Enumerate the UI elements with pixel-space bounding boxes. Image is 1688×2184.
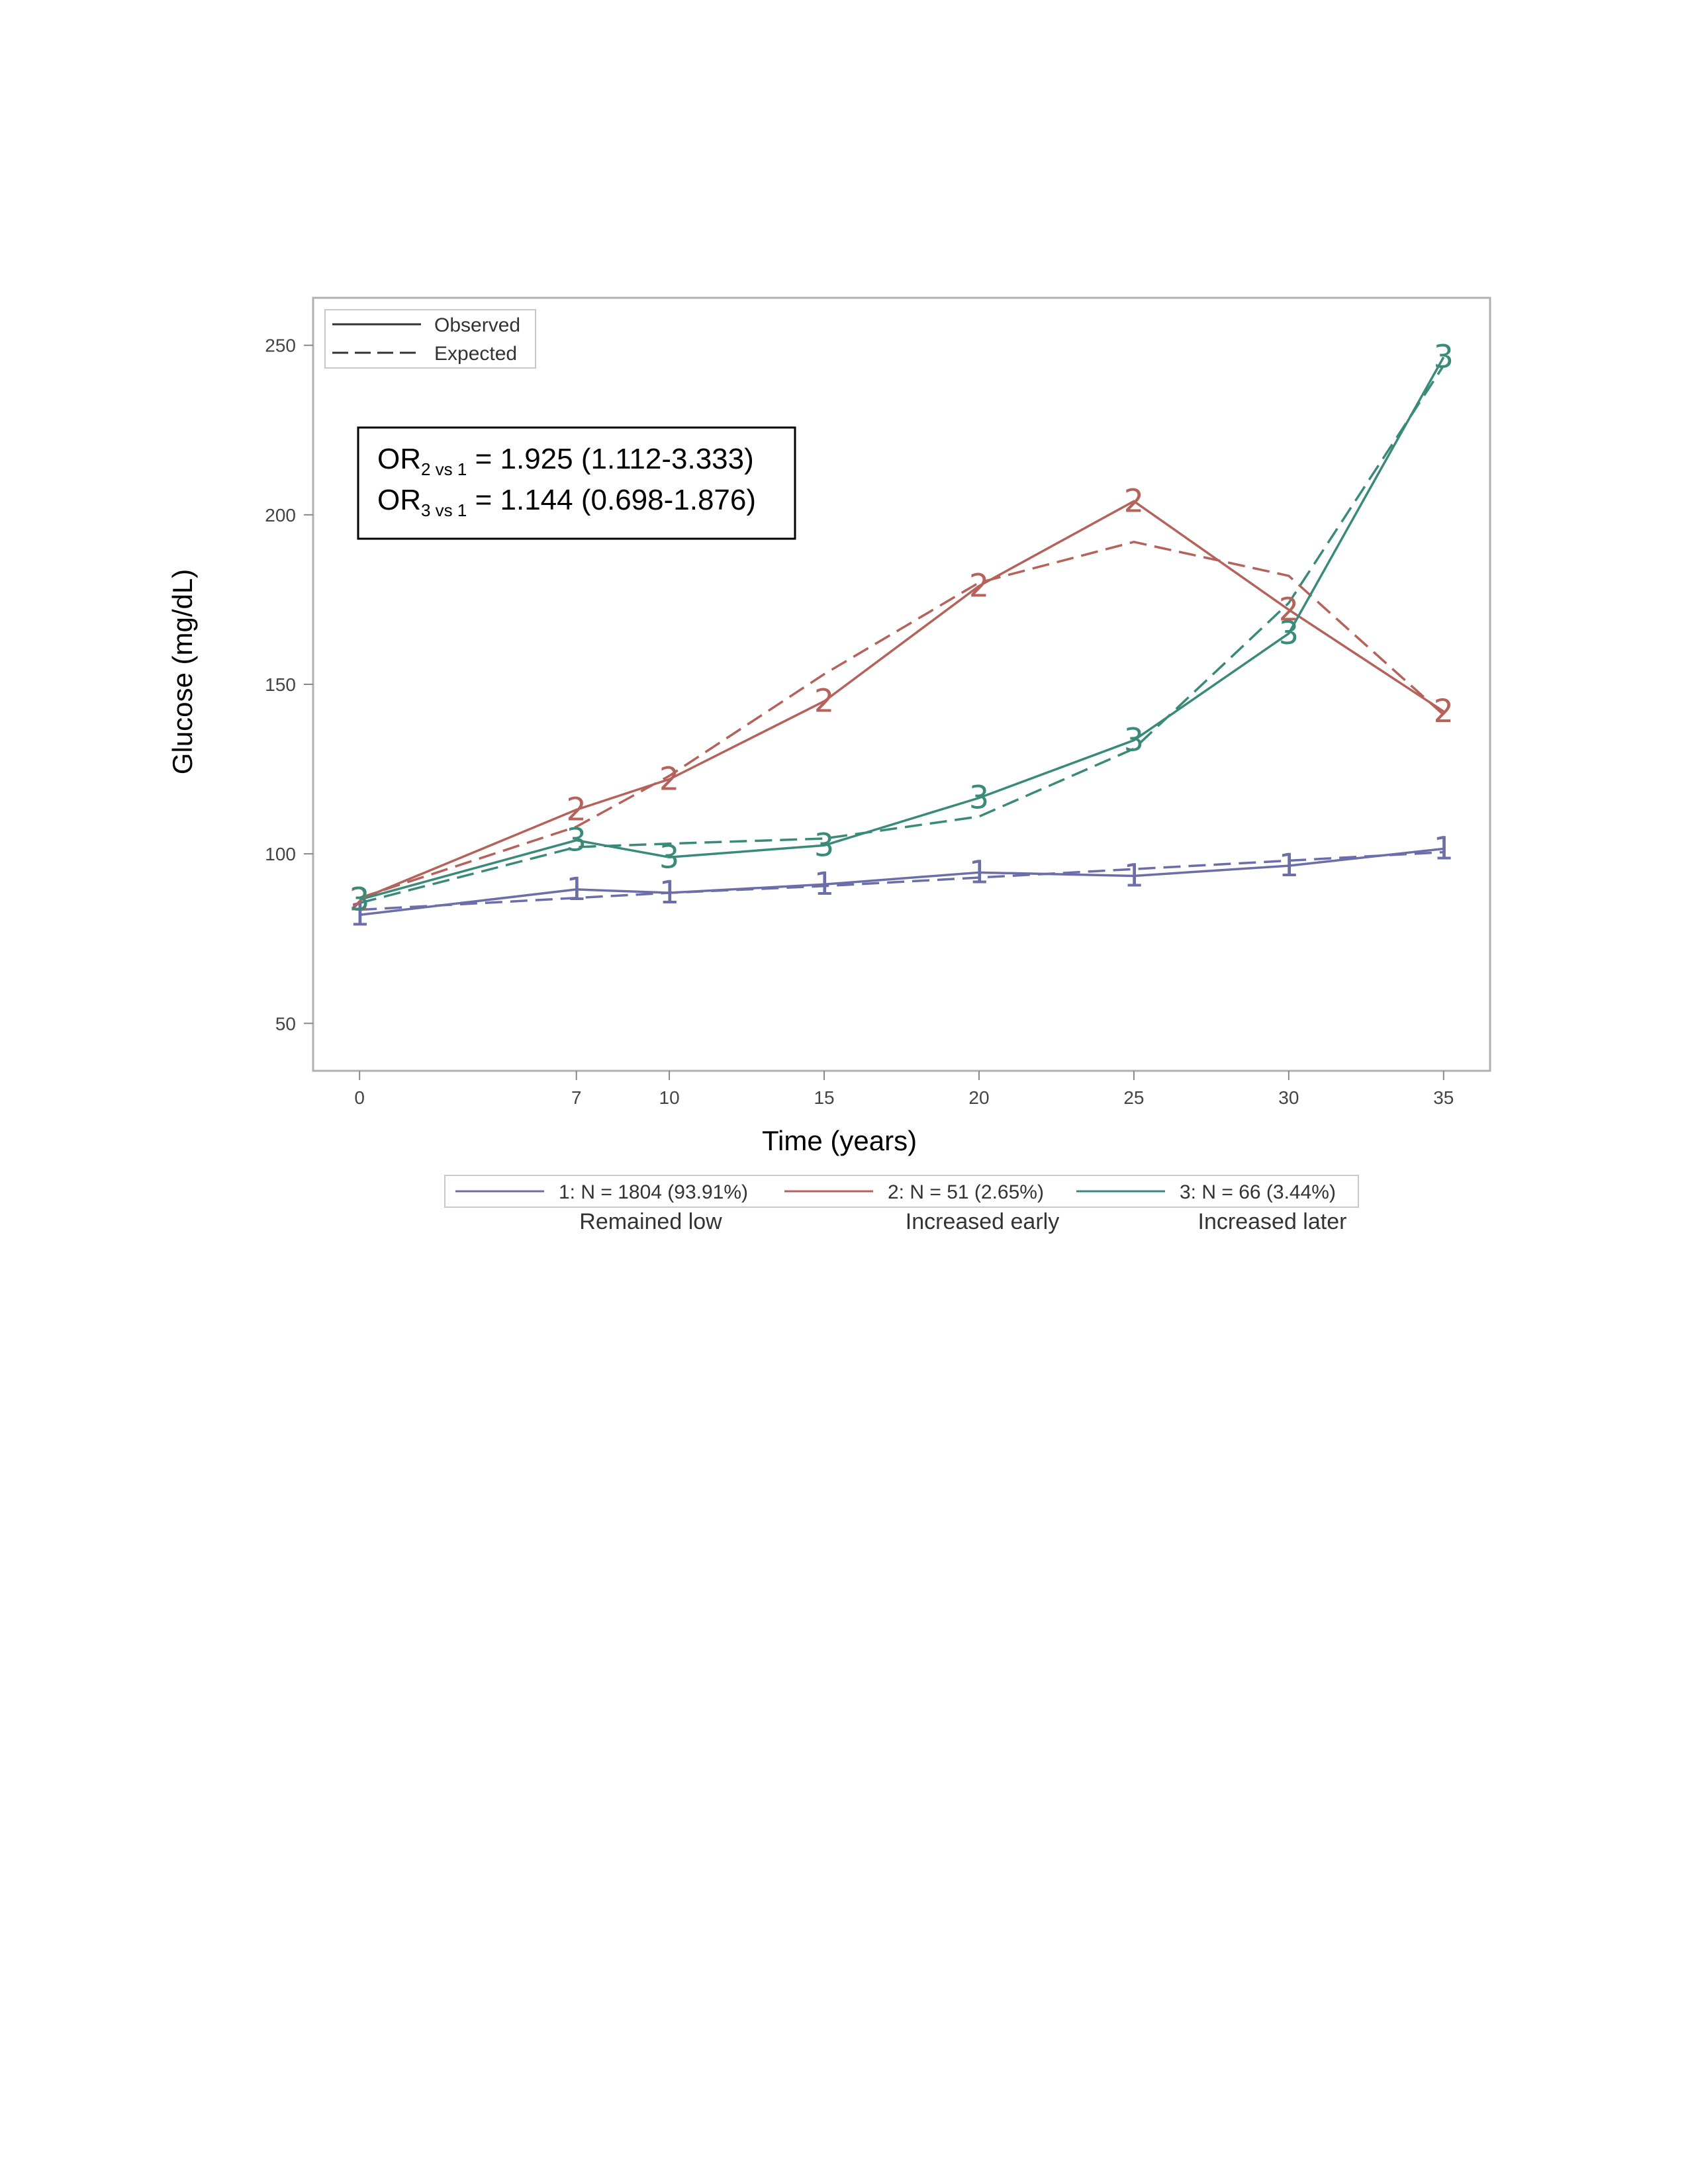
marker-group-2: 2 (814, 683, 835, 720)
marker-group-3: 3 (969, 780, 990, 817)
marker-group-2: 2 (350, 881, 370, 918)
marker-group-2: 2 (1279, 591, 1299, 628)
x-tick-label: 35 (1433, 1087, 1454, 1108)
expected-line-group-2 (359, 541, 1444, 899)
group-description-2: Increased early (906, 1209, 1059, 1234)
marker-group-1: 1 (969, 854, 990, 891)
marker-group-3: 3 (1279, 615, 1299, 652)
marker-group-3: 3 (350, 881, 370, 918)
style-legend-observed-label: Observed (434, 314, 520, 336)
y-tick-label: 250 (265, 336, 296, 356)
x-tick-label: 20 (968, 1087, 989, 1108)
or-subscript-2: 3 vs 1 (421, 500, 467, 520)
x-tick-label: 25 (1123, 1087, 1144, 1108)
marker-group-3: 3 (814, 827, 835, 864)
odds-ratio-3-vs-1: OR3 vs 1 = 1.144 (0.698-1.876) (377, 484, 756, 520)
odds-ratio-box (357, 426, 796, 540)
or-label-1: OR (377, 443, 421, 475)
marker-group-1: 1 (566, 871, 586, 908)
marker-group-1: 1 (1279, 847, 1299, 884)
marker-group-3: 3 (566, 822, 586, 859)
marker-group-3: 3 (1434, 339, 1454, 376)
group-legend: 1: N = 1804 (93.91%) 2: N = 51 (2.65%) 3… (444, 1175, 1359, 1208)
observed-line-group-2 (359, 500, 1444, 901)
group-legend-label-3: 3: N = 66 (3.44%) (1180, 1181, 1336, 1203)
observed-line-group-3 (359, 356, 1445, 901)
marker-group-2: 2 (1434, 693, 1454, 730)
y-tick-label: 50 (275, 1013, 296, 1034)
x-tick-label: 7 (571, 1087, 582, 1108)
group-legend-label-2: 2: N = 51 (2.65%) (888, 1181, 1044, 1203)
marker-group-1: 1 (659, 874, 680, 911)
marker-group-2: 2 (1124, 482, 1145, 520)
x-tick-label: 0 (354, 1087, 365, 1108)
expected-line-group-3 (359, 365, 1445, 905)
marker-group-1: 1 (350, 896, 370, 933)
odds-ratio-annotation: OR2 vs 1 = 1.925 (1.112-3.333) OR3 vs 1 … (357, 426, 796, 540)
x-tick-label: 15 (814, 1087, 834, 1108)
y-tick-label: 100 (265, 844, 296, 864)
marker-group-2: 2 (659, 760, 680, 797)
expected-line-group-1 (359, 850, 1444, 911)
or-value-1: = 1.925 (1.112-3.333) (467, 443, 753, 475)
marker-group-2: 2 (969, 567, 990, 604)
marker-group-3: 3 (659, 839, 680, 876)
x-tick-label: 30 (1278, 1087, 1299, 1108)
or-value-2: = 1.144 (0.698-1.876) (467, 484, 756, 516)
plot-frame (312, 296, 1491, 1072)
group-description-1: Remained low (579, 1209, 722, 1234)
or-subscript-1: 2 vs 1 (421, 459, 467, 479)
marker-group-1: 1 (1434, 830, 1454, 867)
y-tick-label: 200 (265, 505, 296, 525)
y-axis-title: Glucose (mg/dL) (167, 569, 198, 774)
series-lines (359, 356, 1445, 917)
odds-ratio-2-vs-1: OR2 vs 1 = 1.925 (1.112-3.333) (377, 443, 754, 479)
group-legend-box (444, 1175, 1359, 1208)
marker-group-1: 1 (1124, 857, 1145, 894)
marker-group-3: 3 (1124, 722, 1145, 759)
style-legend-box (324, 309, 536, 369)
style-legend-expected-label: Expected (434, 343, 517, 365)
or-label-2: OR (377, 484, 421, 516)
group-legend-label-1: 1: N = 1804 (93.91%) (559, 1181, 748, 1203)
style-legend: Observed Expected (324, 309, 536, 369)
observed-line-group-1 (359, 847, 1444, 917)
x-axis-title: Time (years) (762, 1125, 917, 1156)
y-tick-label: 150 (265, 674, 296, 695)
x-tick-label: 10 (659, 1087, 680, 1108)
marker-group-1: 1 (814, 866, 835, 903)
group-description-3: Increased later (1198, 1209, 1347, 1234)
axis-ticks: 50 100 150 200 250 0 7 10 15 20 25 30 35 (265, 336, 1454, 1108)
marker-group-2: 2 (566, 792, 586, 829)
